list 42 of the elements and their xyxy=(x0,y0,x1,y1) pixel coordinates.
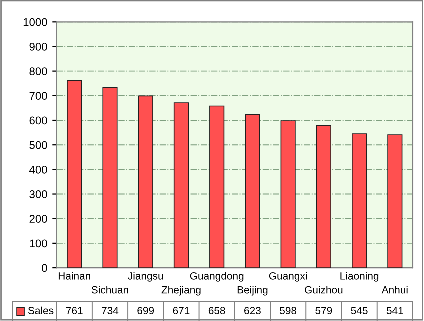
bar xyxy=(245,114,260,268)
y-tick-label: 200 xyxy=(30,215,48,223)
x-tick-label: Zhejiang xyxy=(162,286,201,296)
x-tick-label: Guangdong xyxy=(190,272,244,282)
y-tick-label: 700 xyxy=(30,92,48,100)
x-tick-label: Anhui xyxy=(382,286,408,294)
bar xyxy=(352,134,368,268)
bar xyxy=(174,102,190,268)
bar xyxy=(316,125,332,268)
y-tick-label: 300 xyxy=(30,190,48,198)
data-label: 598 xyxy=(280,307,297,314)
x-tick-label: Jiangsu xyxy=(128,272,164,282)
y-tick-label: 400 xyxy=(30,166,48,174)
data-label: 734 xyxy=(102,307,119,314)
y-tick-label: 0 xyxy=(42,264,48,272)
legend-label: Sales xyxy=(28,306,54,314)
data-label: 623 xyxy=(244,307,261,314)
data-label: 545 xyxy=(351,307,368,314)
bar xyxy=(138,96,154,268)
x-tick-label: Beijing xyxy=(238,286,268,296)
y-tick-label: 1000 xyxy=(24,18,48,26)
y-tick-label: 500 xyxy=(30,141,48,150)
y-tick-label: 900 xyxy=(30,43,48,51)
y-tick-label: 800 xyxy=(30,68,48,76)
bar xyxy=(210,106,225,268)
bar xyxy=(102,87,118,268)
x-tick-label: Guangxi xyxy=(269,272,308,282)
bar xyxy=(280,120,296,268)
x-tick-label: Hainan xyxy=(58,272,90,280)
data-label: 658 xyxy=(208,307,226,314)
bar xyxy=(388,134,403,268)
y-tick-label: 100 xyxy=(30,240,48,248)
y-tick-label: 600 xyxy=(30,116,48,125)
data-label: 671 xyxy=(173,307,190,314)
data-label: 699 xyxy=(138,307,154,314)
x-tick-label: Liaoning xyxy=(340,272,379,282)
data-label: 541 xyxy=(386,307,404,314)
bar xyxy=(67,80,82,268)
data-label: 579 xyxy=(316,307,332,314)
x-tick-label: Sichuan xyxy=(92,286,128,294)
data-label: 761 xyxy=(66,307,83,314)
x-tick-label: Guizhou xyxy=(305,286,343,294)
